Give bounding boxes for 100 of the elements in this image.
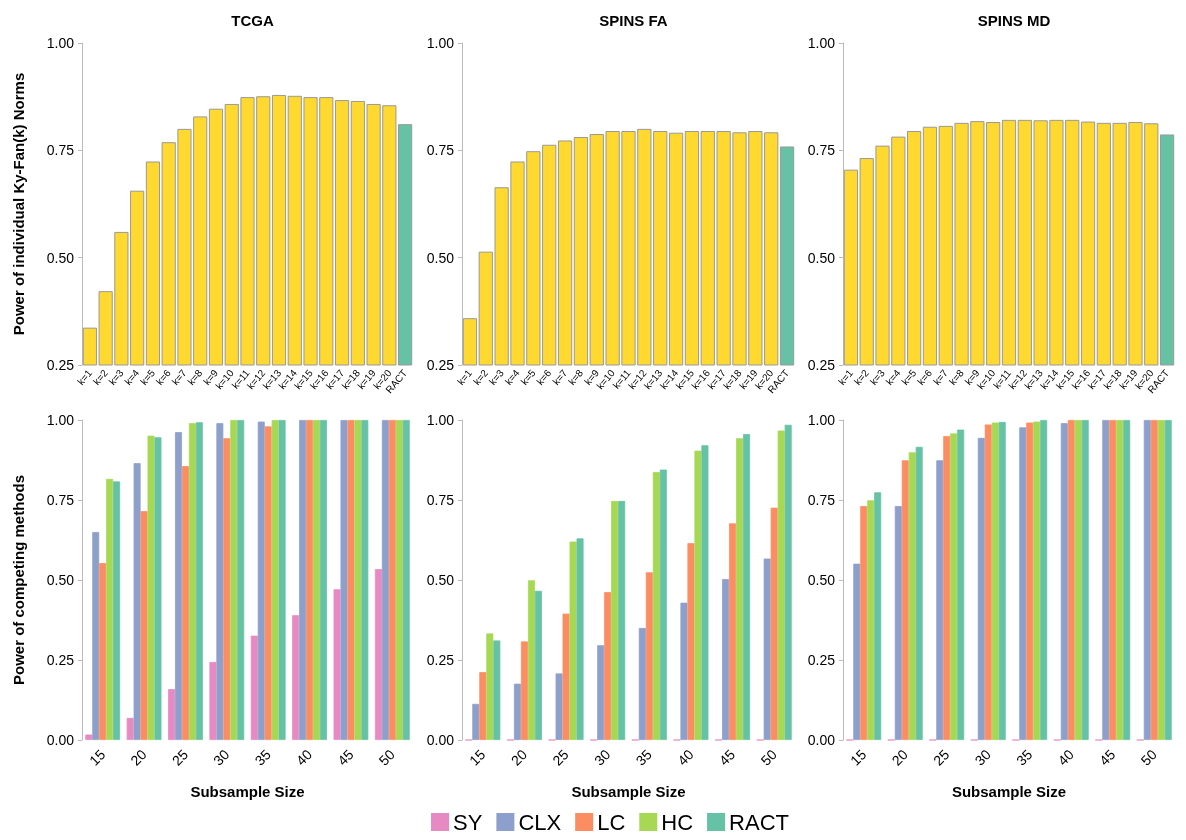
y-tick-label: 1.00	[46, 35, 75, 51]
y-tick-label: 1.00	[426, 35, 455, 51]
bar	[1164, 420, 1172, 740]
bar	[181, 466, 189, 740]
bar	[652, 472, 660, 740]
x-tick-label: 20	[507, 746, 531, 769]
y-axis-title: Power of competing methods	[10, 474, 27, 686]
x-tick-label: 45	[1096, 746, 1119, 769]
bar	[1019, 427, 1027, 740]
y-tick-label: 0.00	[46, 732, 75, 748]
y-tick-label: 0.25	[46, 357, 75, 373]
bar	[237, 420, 245, 740]
x-tick-label: 45	[334, 746, 357, 769]
y-tick-label: 0.25	[807, 357, 836, 373]
bar	[1033, 421, 1041, 740]
x-tick-label: 40	[292, 746, 316, 769]
bar	[154, 437, 162, 740]
x-tick-label: 50	[375, 746, 399, 769]
chart-title: SPINS MD	[977, 12, 1051, 29]
bar	[292, 615, 300, 740]
bar	[680, 602, 688, 740]
bar	[1074, 420, 1082, 740]
bar	[562, 613, 570, 740]
bar	[743, 434, 751, 740]
bar	[576, 538, 584, 740]
bar	[1116, 420, 1124, 740]
x-tick-label: 50	[1137, 746, 1161, 769]
y-tick-label: 0.25	[807, 652, 836, 668]
bar	[175, 432, 182, 740]
bar	[1102, 420, 1110, 740]
legend-label: LC	[597, 809, 626, 835]
bar	[313, 420, 320, 740]
bar	[998, 421, 1006, 740]
bar	[853, 563, 861, 740]
bar	[527, 580, 535, 740]
y-tick-label: 0.50	[807, 572, 836, 588]
bar	[361, 420, 369, 740]
bar	[333, 589, 341, 740]
bar	[250, 635, 258, 740]
bar	[894, 506, 902, 740]
bar	[85, 734, 93, 740]
bar	[92, 532, 100, 740]
x-tick-label: 30	[971, 746, 995, 769]
bar	[638, 628, 646, 740]
bar	[486, 633, 494, 740]
bar	[867, 500, 875, 740]
bar	[936, 460, 944, 740]
x-tick-label: 25	[549, 746, 572, 769]
legend-label: HC	[661, 809, 694, 835]
y-tick-label: 0.50	[426, 249, 455, 266]
bar	[736, 438, 744, 740]
y-tick-label: 1.00	[807, 412, 836, 428]
bar	[381, 420, 389, 740]
y-tick-label: 1.00	[807, 35, 836, 51]
bar	[777, 430, 785, 740]
legend-label: RACT	[729, 809, 789, 835]
y-tick-label: 0.25	[46, 652, 75, 668]
bar	[1157, 420, 1165, 740]
y-tick-label: 0.25	[426, 357, 455, 373]
bar	[493, 640, 501, 740]
y-tick-label: 0.50	[807, 249, 836, 266]
legend-label: SY	[453, 809, 483, 835]
x-tick-label: 30	[591, 746, 614, 769]
bar	[618, 500, 626, 740]
bar	[319, 420, 327, 740]
bar	[943, 436, 951, 740]
bar	[223, 438, 231, 740]
bar	[569, 541, 577, 740]
legend-label: CLX	[518, 809, 562, 835]
bar	[977, 437, 985, 740]
bar	[950, 433, 958, 740]
bar	[402, 420, 410, 740]
y-tick-label: 0.75	[46, 492, 75, 508]
bar	[216, 423, 224, 740]
bar	[126, 717, 134, 740]
x-tick-label: 40	[1054, 746, 1078, 769]
bar	[340, 420, 348, 740]
bar	[701, 445, 709, 740]
x-tick-label: 35	[251, 746, 274, 769]
y-tick-label: 0.75	[426, 142, 455, 159]
bar	[347, 420, 355, 740]
bar	[520, 641, 528, 740]
x-tick-label: 40	[674, 746, 697, 769]
bar	[472, 703, 480, 740]
bar	[784, 424, 792, 740]
bar	[770, 507, 778, 740]
bar	[611, 500, 619, 740]
bar	[513, 683, 521, 740]
y-tick-label: 0.75	[807, 142, 836, 159]
bar	[1081, 420, 1089, 740]
bar	[534, 590, 542, 740]
bar	[722, 579, 730, 740]
bar	[209, 661, 217, 740]
bar	[991, 422, 999, 740]
bar	[957, 429, 965, 740]
bar	[860, 506, 868, 740]
bar	[299, 420, 307, 740]
y-tick-label: 0.00	[807, 732, 836, 748]
x-tick-label: 20	[127, 746, 150, 769]
bar	[604, 592, 612, 740]
